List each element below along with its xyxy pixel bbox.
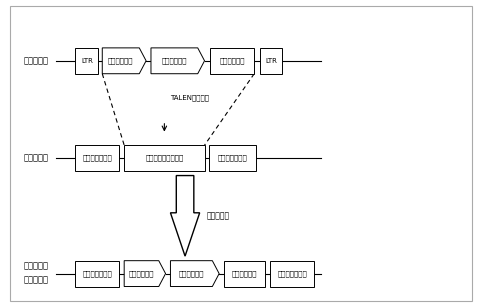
- Text: 基因组下游序列: 基因组下游序列: [277, 270, 307, 277]
- Polygon shape: [170, 176, 200, 256]
- Bar: [210, 48, 254, 74]
- Text: 同源重组后: 同源重组后: [24, 261, 49, 271]
- Polygon shape: [102, 48, 146, 74]
- Bar: [124, 145, 205, 171]
- Polygon shape: [124, 261, 166, 286]
- Text: LTR: LTR: [265, 58, 277, 64]
- Text: 病毒平模板: 病毒平模板: [24, 56, 49, 65]
- Bar: [270, 261, 314, 286]
- Text: 右偶同源序列: 右偶同源序列: [220, 57, 245, 64]
- Text: 左偶同源序列: 左偶同源序列: [108, 57, 133, 64]
- Text: TALEN剪切位点: TALEN剪切位点: [170, 94, 209, 101]
- Polygon shape: [170, 261, 219, 286]
- Text: 抗性筛选基因: 抗性筛选基因: [179, 270, 204, 277]
- Bar: [75, 48, 98, 74]
- Text: 基因组上游序列: 基因组上游序列: [82, 155, 112, 161]
- Bar: [224, 261, 265, 286]
- Text: 基因组上游序列: 基因组上游序列: [82, 270, 112, 277]
- Bar: [75, 261, 119, 286]
- Bar: [209, 145, 256, 171]
- Text: 基因组下游序列: 基因组下游序列: [218, 155, 247, 161]
- Text: LTR: LTR: [81, 58, 93, 64]
- Text: 基因组序列: 基因组序列: [24, 154, 49, 163]
- Text: 右偶同源序列: 右偶同源序列: [232, 270, 258, 277]
- Text: 抗性筛选基因: 抗性筛选基因: [162, 57, 187, 64]
- Bar: [260, 48, 282, 74]
- Text: 基因组对应内源序列: 基因组对应内源序列: [145, 155, 184, 161]
- Bar: [75, 145, 119, 171]
- Polygon shape: [151, 48, 205, 74]
- Text: 同源重组后: 同源重组后: [207, 211, 230, 220]
- Text: 基因组序列: 基因组序列: [24, 275, 49, 284]
- Text: 左偶同源序列: 左偶同源序列: [129, 270, 154, 277]
